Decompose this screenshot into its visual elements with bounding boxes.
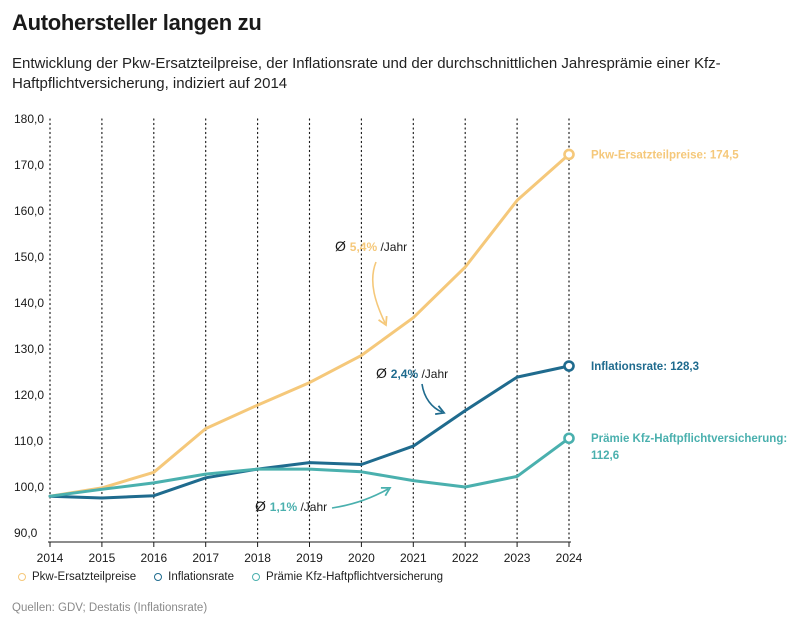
x-tick-label: 2018 [244,551,271,565]
x-tick-label: 2022 [452,551,479,565]
x-tick-label: 2016 [140,551,167,565]
annotation-parts-prefix: Ø [335,238,350,254]
series-line-parts [48,152,571,498]
y-tick-label: 140,0 [14,296,44,310]
end-marker-inflation [563,360,575,372]
chart-title: Autohersteller langen zu [12,10,262,35]
annotation-premium-suffix: /Jahr [297,500,327,514]
x-tick-label: 2019 [296,551,323,565]
series-line-premium [48,436,571,498]
legend-label-inflation: Inflationsrate [168,571,235,583]
annotation-inflation-value: 2,4% [391,367,419,381]
x-tick-label: 2014 [37,551,64,565]
source-note: Quellen: GDV; Destatis (Inflationsrate) [12,602,208,614]
y-tick-label: 170,0 [14,158,44,172]
legend-item-inflation: Inflationsrate [154,571,234,583]
end-label-premium-line1: Prämie Kfz-Haftpflichtversicherung: [591,433,787,445]
y-tick-label: 150,0 [14,250,44,264]
annotation-premium: Ø 1,1% /Jahr [255,498,327,514]
y-tick-label: 180,0 [14,112,44,126]
annotation-inflation-prefix: Ø [376,365,391,381]
legend-marker-parts [18,573,26,581]
end-label-inflation: Inflationsrate: 128,3 [591,361,699,373]
annotation-parts-arrow [371,261,388,327]
end-label-parts: Pkw-Ersatzteilpreise: 174,5 [591,149,739,161]
annotation-parts-suffix: /Jahr [377,240,407,254]
x-tick-label: 2023 [504,551,531,565]
annotation-inflation-arrow [421,383,446,415]
x-tick-label: 2021 [400,551,427,565]
x-tick-label: 2017 [192,551,219,565]
annotation-inflation: Ø 2,4% /Jahr [376,365,448,381]
end-marker-parts [563,148,575,161]
legend-item-parts: Pkw-Ersatzteilpreise [18,571,136,583]
series-line-inflation [48,364,571,500]
annotation-premium-arrow [331,486,392,509]
legend-label-premium: Prämie Kfz-Haftpflichtversicherung [266,571,444,583]
legend-label-parts: Pkw-Ersatzteilpreise [32,571,137,583]
y-tick-label: 120,0 [14,388,44,402]
chart-subtitle: Entwicklung der Pkw-Ersatzteilpreise, de… [12,55,721,92]
legend-marker-inflation [154,573,163,581]
annotation-parts: Ø 5,4% /Jahr [335,238,407,254]
x-tick-label: 2024 [556,551,583,565]
x-tick-label: 2015 [89,551,116,565]
annotation-premium-value: 1,1% [270,500,298,514]
legend-marker-premium [252,573,261,581]
end-marker-premium [563,432,575,445]
end-label-premium-line2: 112,6 [591,450,619,462]
y-tick-label: 100,0 [14,480,44,494]
y-tick-label: 110,0 [14,434,43,448]
annotation-premium-prefix: Ø [255,498,270,514]
annotation-inflation-suffix: /Jahr [418,367,448,381]
x-tick-label: 2020 [348,551,375,565]
annotation-parts-value: 5,4% [350,240,378,254]
legend-item-premium: Prämie Kfz-Haftpflichtversicherung [252,571,443,583]
y-tick-label: 130,0 [14,342,44,356]
y-tick-label: 90,0 [14,526,38,540]
chart-legend: Pkw-Ersatzteilpreise Inflationsrate Präm… [18,571,461,583]
y-tick-label: 160,0 [14,204,44,218]
